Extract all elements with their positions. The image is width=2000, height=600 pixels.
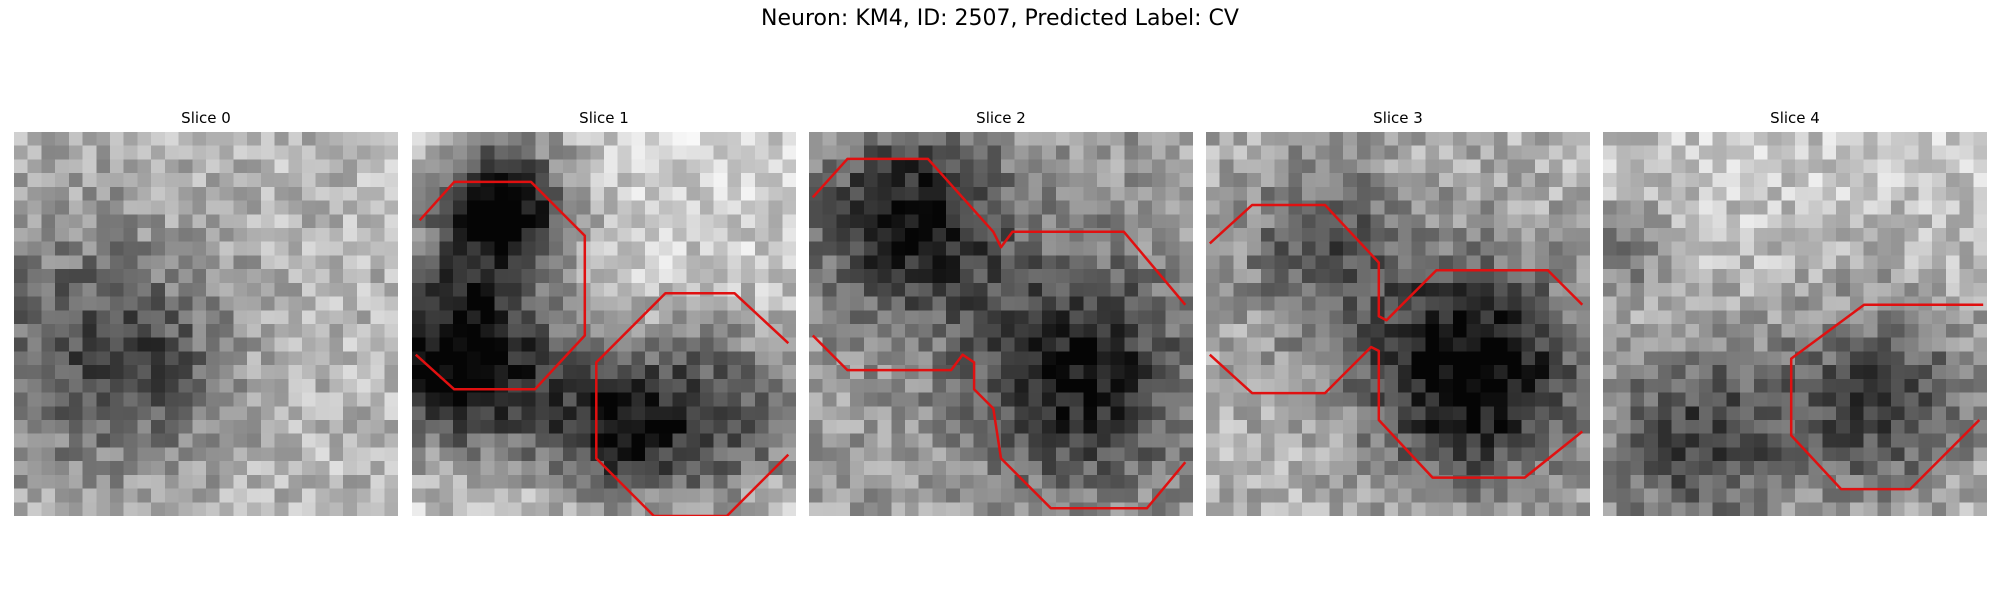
slice-panel-4: Slice 4 <box>1603 108 1987 516</box>
contour-line <box>1789 303 1984 491</box>
slice-image <box>14 132 398 516</box>
slice-panel-3: Slice 3 <box>1206 108 1590 516</box>
contour-line <box>811 334 1187 510</box>
contour-line <box>1208 345 1584 479</box>
slice-title: Slice 2 <box>976 109 1026 127</box>
slice-image <box>809 132 1193 516</box>
contour-line <box>811 157 1187 306</box>
slice-title: Slice 1 <box>579 109 629 127</box>
contour-line <box>1208 203 1584 322</box>
slice-title: Slice 3 <box>1373 109 1423 127</box>
slice-panel-2: Slice 2 <box>809 108 1193 516</box>
contour-line <box>595 292 790 516</box>
figure-title: Neuron: KM4, ID: 2507, Predicted Label: … <box>761 6 1239 31</box>
slice-image <box>412 132 796 516</box>
slice-image <box>1603 132 1987 516</box>
slice-title: Slice 0 <box>181 109 231 127</box>
slice-panel-0: Slice 0 <box>14 108 398 516</box>
slice-title: Slice 4 <box>1770 109 1820 127</box>
slice-panel-1: Slice 1 <box>412 108 796 516</box>
contour-line <box>414 180 587 391</box>
slice-image <box>1206 132 1590 516</box>
